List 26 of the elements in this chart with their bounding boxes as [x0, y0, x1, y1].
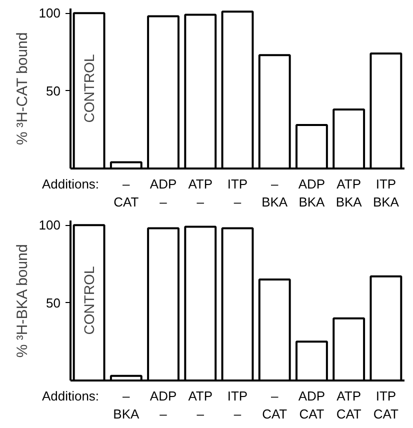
x-tick-label: ADP –: [150, 176, 177, 210]
y-tick-label: 50: [46, 83, 61, 98]
y-axis-title: % ³H-CAT bound: [14, 32, 31, 146]
x-tick-label: – BKA: [262, 176, 288, 210]
annotation: CONTROL: [81, 54, 98, 123]
y-tick-label: 50: [46, 295, 61, 310]
x-tick-label: ITP –: [227, 388, 248, 422]
annotation: CONTROL: [81, 266, 98, 335]
x-tick-label: ITP –: [227, 176, 248, 210]
x-tick-label: ADP –: [150, 388, 177, 422]
y-axis-title: % ³H-BKA bound: [14, 244, 31, 358]
y-tick-label: 100: [38, 6, 61, 21]
x-tick-label: – BKA: [113, 388, 140, 422]
x-tick-label: ADP CAT: [298, 388, 326, 422]
x-tick-label: – CAT: [114, 176, 139, 210]
x-tick-label: ITP BKA: [372, 176, 400, 210]
x-tick-label: – CAT: [262, 388, 288, 422]
x-tick-label: ATP –: [188, 388, 213, 422]
x-tick-label: ADP BKA: [298, 176, 326, 210]
x-tick-label: ITP CAT: [373, 388, 399, 422]
text: Additions:: [42, 388, 100, 404]
text: Additions:: [42, 176, 100, 192]
y-tick-label: 100: [38, 218, 61, 233]
x-tick-label: ATP CAT: [336, 388, 362, 422]
x-tick-label: ATP –: [188, 176, 213, 210]
x-tick-label: ATP BKA: [336, 176, 362, 210]
